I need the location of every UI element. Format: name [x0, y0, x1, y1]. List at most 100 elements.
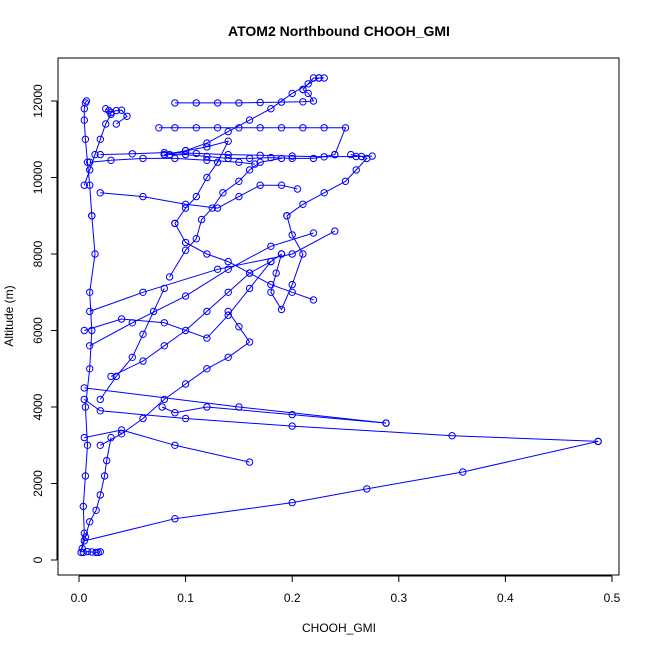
series-line [110, 109, 128, 125]
x-tick-label: 0.2 [284, 591, 301, 605]
data-point [103, 456, 111, 465]
data-point [288, 152, 296, 160]
series-2 [80, 97, 96, 220]
data-point [320, 74, 328, 82]
data-point [299, 250, 307, 258]
data-point [158, 403, 166, 411]
x-tick-label: 0.0 [71, 591, 88, 605]
data-point [107, 372, 115, 381]
data-point [213, 124, 222, 132]
data-point [277, 181, 286, 189]
data-point [80, 384, 89, 392]
series-line [169, 77, 320, 156]
series-line [81, 437, 112, 549]
data-point [155, 124, 163, 132]
series-line [80, 215, 96, 553]
data-point [213, 99, 222, 107]
series-line [164, 154, 335, 159]
data-point [213, 265, 222, 273]
data-point [181, 147, 190, 155]
data-point [288, 422, 296, 430]
data-point [80, 537, 89, 545]
data-point [160, 319, 169, 327]
data-point [83, 547, 92, 556]
series-line [100, 152, 373, 158]
data-point [112, 120, 121, 128]
data-point [245, 166, 254, 174]
data-point [288, 280, 296, 289]
data-point [203, 307, 211, 316]
data-point [102, 105, 110, 113]
series-line [89, 157, 255, 165]
data-point [277, 250, 286, 258]
data-point [88, 212, 96, 220]
data-point [181, 326, 190, 335]
data-point [288, 410, 296, 419]
data-point [128, 150, 137, 158]
x-tick-label: 0.5 [604, 591, 621, 605]
series-5 [96, 284, 169, 404]
series-line [84, 387, 387, 424]
series-line [169, 157, 282, 278]
data-point [277, 305, 286, 314]
data-point [86, 365, 94, 373]
y-tick-label: 6000 [31, 317, 45, 344]
series-line [84, 429, 250, 463]
data-point [299, 124, 307, 132]
data-point [81, 472, 90, 480]
data-point [171, 441, 179, 449]
data-point [86, 288, 94, 296]
data-point [203, 173, 211, 182]
data-point [139, 414, 147, 423]
data-point [341, 177, 350, 186]
data-point [315, 74, 323, 82]
series-8 [80, 437, 602, 545]
data-point [86, 518, 94, 526]
data-point [81, 135, 90, 144]
y-tick-label: 4000 [31, 393, 45, 420]
data-point [117, 315, 126, 323]
data-point [331, 150, 339, 159]
series-25 [86, 154, 259, 168]
x-axis-label: CHOOH_GMI [302, 621, 376, 635]
data-point [382, 419, 390, 427]
data-point [171, 219, 179, 228]
data-point [160, 150, 169, 159]
data-point [181, 414, 190, 423]
series-line [174, 223, 314, 301]
data-point [213, 204, 222, 212]
plot-area-border [57, 57, 620, 576]
data-point [245, 458, 254, 466]
data-point [80, 116, 89, 124]
data-point [80, 181, 89, 189]
data-point [320, 153, 328, 161]
data-point [139, 357, 147, 365]
data-point [363, 485, 371, 493]
data-point [181, 292, 190, 300]
series-28 [96, 307, 254, 449]
data-point [309, 97, 318, 105]
series-line [84, 253, 282, 339]
data-point [171, 154, 179, 163]
data-point [256, 151, 264, 160]
data-point [213, 158, 222, 166]
data-point [224, 288, 232, 296]
data-point [80, 529, 89, 537]
series-line [161, 406, 387, 424]
data-point [192, 124, 201, 132]
data-point [203, 250, 211, 258]
data-point [107, 110, 115, 119]
data-point [96, 407, 105, 415]
data-point [288, 250, 296, 258]
data-point [288, 288, 296, 296]
data-point [293, 185, 302, 193]
data-point [309, 229, 318, 237]
data-point [86, 342, 94, 350]
data-point [128, 353, 137, 361]
data-point [341, 124, 350, 132]
data-point [181, 150, 190, 159]
data-point [86, 181, 94, 189]
data-point [267, 242, 275, 251]
